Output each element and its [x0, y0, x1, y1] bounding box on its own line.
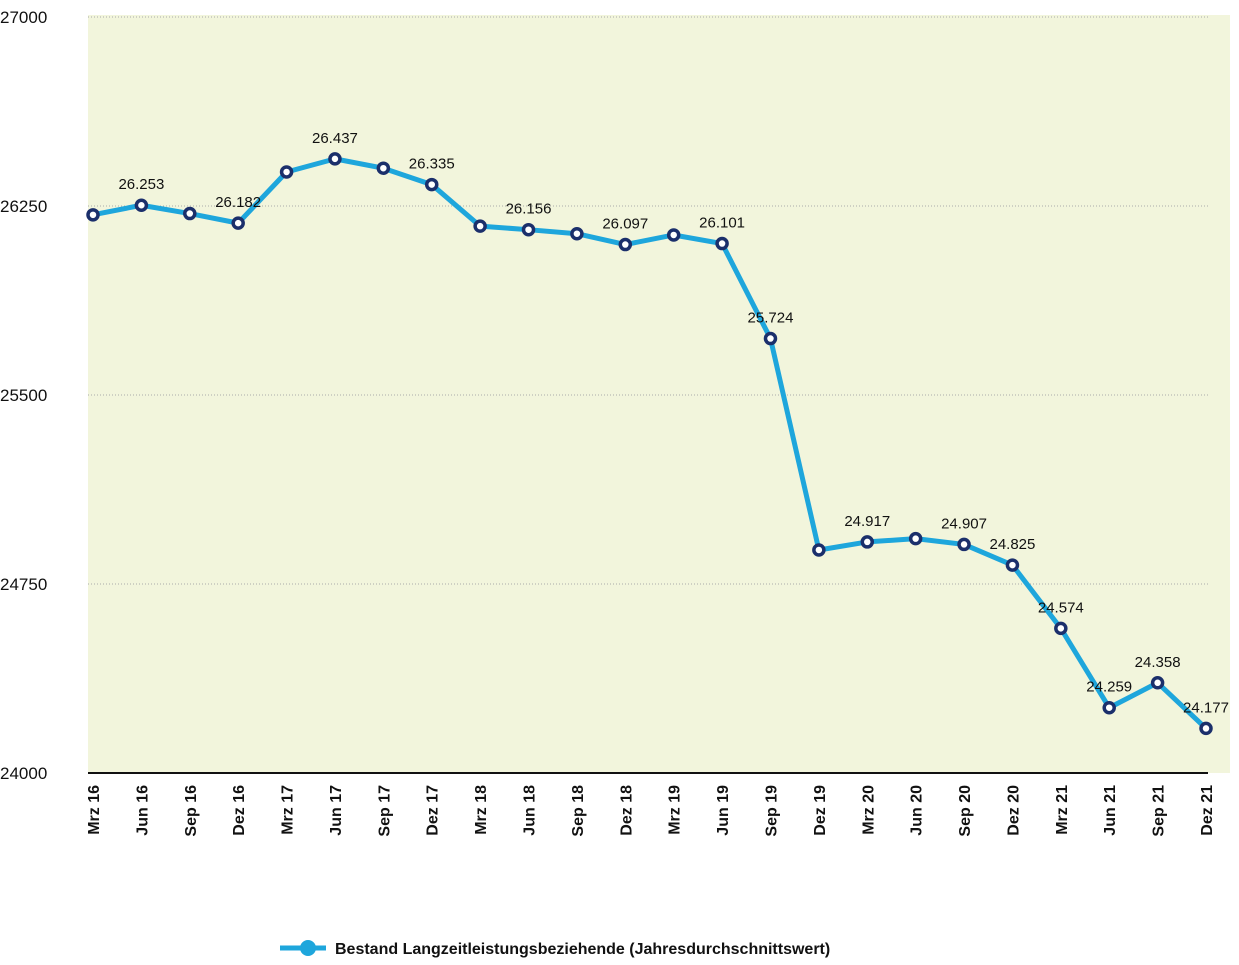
- x-tick-label: Mrz 16: [86, 785, 103, 835]
- data-point: [1199, 721, 1213, 736]
- data-point: [328, 152, 342, 166]
- value-label: 26.335: [409, 156, 455, 173]
- x-tick-label: Jun 21: [1102, 785, 1119, 836]
- x-tick-label: Jun 17: [328, 785, 345, 836]
- data-point: [1150, 676, 1165, 690]
- data-point: [570, 226, 584, 241]
- x-tick-label: Dez 18: [618, 785, 635, 836]
- x-tick-label: Sep 21: [1151, 785, 1168, 837]
- data-point: [1102, 700, 1116, 715]
- data-point: [183, 206, 197, 221]
- plot-background: [88, 15, 1230, 773]
- x-tick-label: Mrz 21: [1054, 785, 1071, 835]
- x-tick-label: Jun 16: [134, 785, 151, 836]
- x-tick-label: Dez 16: [231, 785, 248, 836]
- y-tick-label: 27000: [0, 8, 47, 27]
- data-point: [231, 216, 245, 230]
- x-tick-label: Jun 18: [522, 785, 539, 836]
- value-label: 24.259: [1086, 679, 1132, 696]
- data-point: [618, 237, 633, 252]
- value-label: 24.177: [1183, 699, 1229, 716]
- value-label: 24.358: [1135, 654, 1181, 671]
- x-tick-label: Mrz 17: [280, 785, 297, 835]
- data-point: [957, 537, 971, 552]
- value-label: 24.907: [941, 515, 987, 532]
- x-tick-label: Jun 19: [715, 785, 732, 836]
- value-label: 26.156: [506, 201, 552, 218]
- value-label: 24.574: [1038, 599, 1084, 616]
- data-point: [812, 543, 826, 557]
- data-point: [376, 161, 391, 175]
- x-tick-label: Sep 17: [376, 785, 393, 837]
- x-tick-label: Sep 20: [957, 785, 974, 837]
- data-point: [908, 531, 923, 546]
- x-tick-label: Dez 19: [812, 785, 829, 836]
- value-label: 26.097: [602, 216, 648, 233]
- data-point: [424, 177, 439, 192]
- x-tick-label: Dez 21: [1199, 785, 1216, 836]
- value-label: 26.253: [118, 176, 164, 193]
- x-tick-label: Mrz 19: [667, 785, 684, 835]
- value-label: 26.437: [312, 130, 358, 147]
- data-point: [134, 198, 149, 212]
- data-point: [715, 236, 729, 251]
- x-tick-label: Sep 16: [183, 785, 200, 837]
- value-label: 24.917: [844, 513, 890, 530]
- data-point: [860, 535, 875, 549]
- data-line: [92, 156, 1208, 731]
- data-point: [473, 219, 487, 233]
- data-point: [666, 228, 681, 242]
- x-tick-label: Dez 17: [425, 785, 442, 836]
- y-tick-label: 25500: [0, 386, 47, 405]
- data-point: [521, 222, 536, 237]
- legend-marker: [300, 940, 316, 956]
- y-tick-label: 24000: [0, 764, 47, 783]
- value-label: 26.182: [215, 194, 261, 211]
- data-point: [1005, 558, 1020, 572]
- x-tick-label: Mrz 18: [473, 785, 490, 835]
- y-tick-label: 24750: [0, 575, 47, 594]
- x-tick-label: Mrz 20: [860, 785, 877, 835]
- data-point: [1054, 621, 1068, 636]
- x-tick-label: Sep 18: [570, 785, 587, 837]
- x-tick-label: Jun 20: [909, 785, 926, 836]
- y-tick-label: 26250: [0, 197, 47, 216]
- value-label: 24.825: [989, 536, 1035, 553]
- data-point: [279, 165, 294, 179]
- value-label: 26.101: [699, 215, 745, 232]
- x-tick-label: Dez 20: [1005, 785, 1022, 836]
- x-tick-label: Sep 19: [763, 785, 780, 837]
- data-point: [86, 208, 100, 222]
- legend-label: Bestand Langzeitleistungsbeziehende (Jah…: [335, 941, 830, 958]
- data-point: [763, 331, 778, 346]
- value-label: 25.724: [748, 310, 794, 327]
